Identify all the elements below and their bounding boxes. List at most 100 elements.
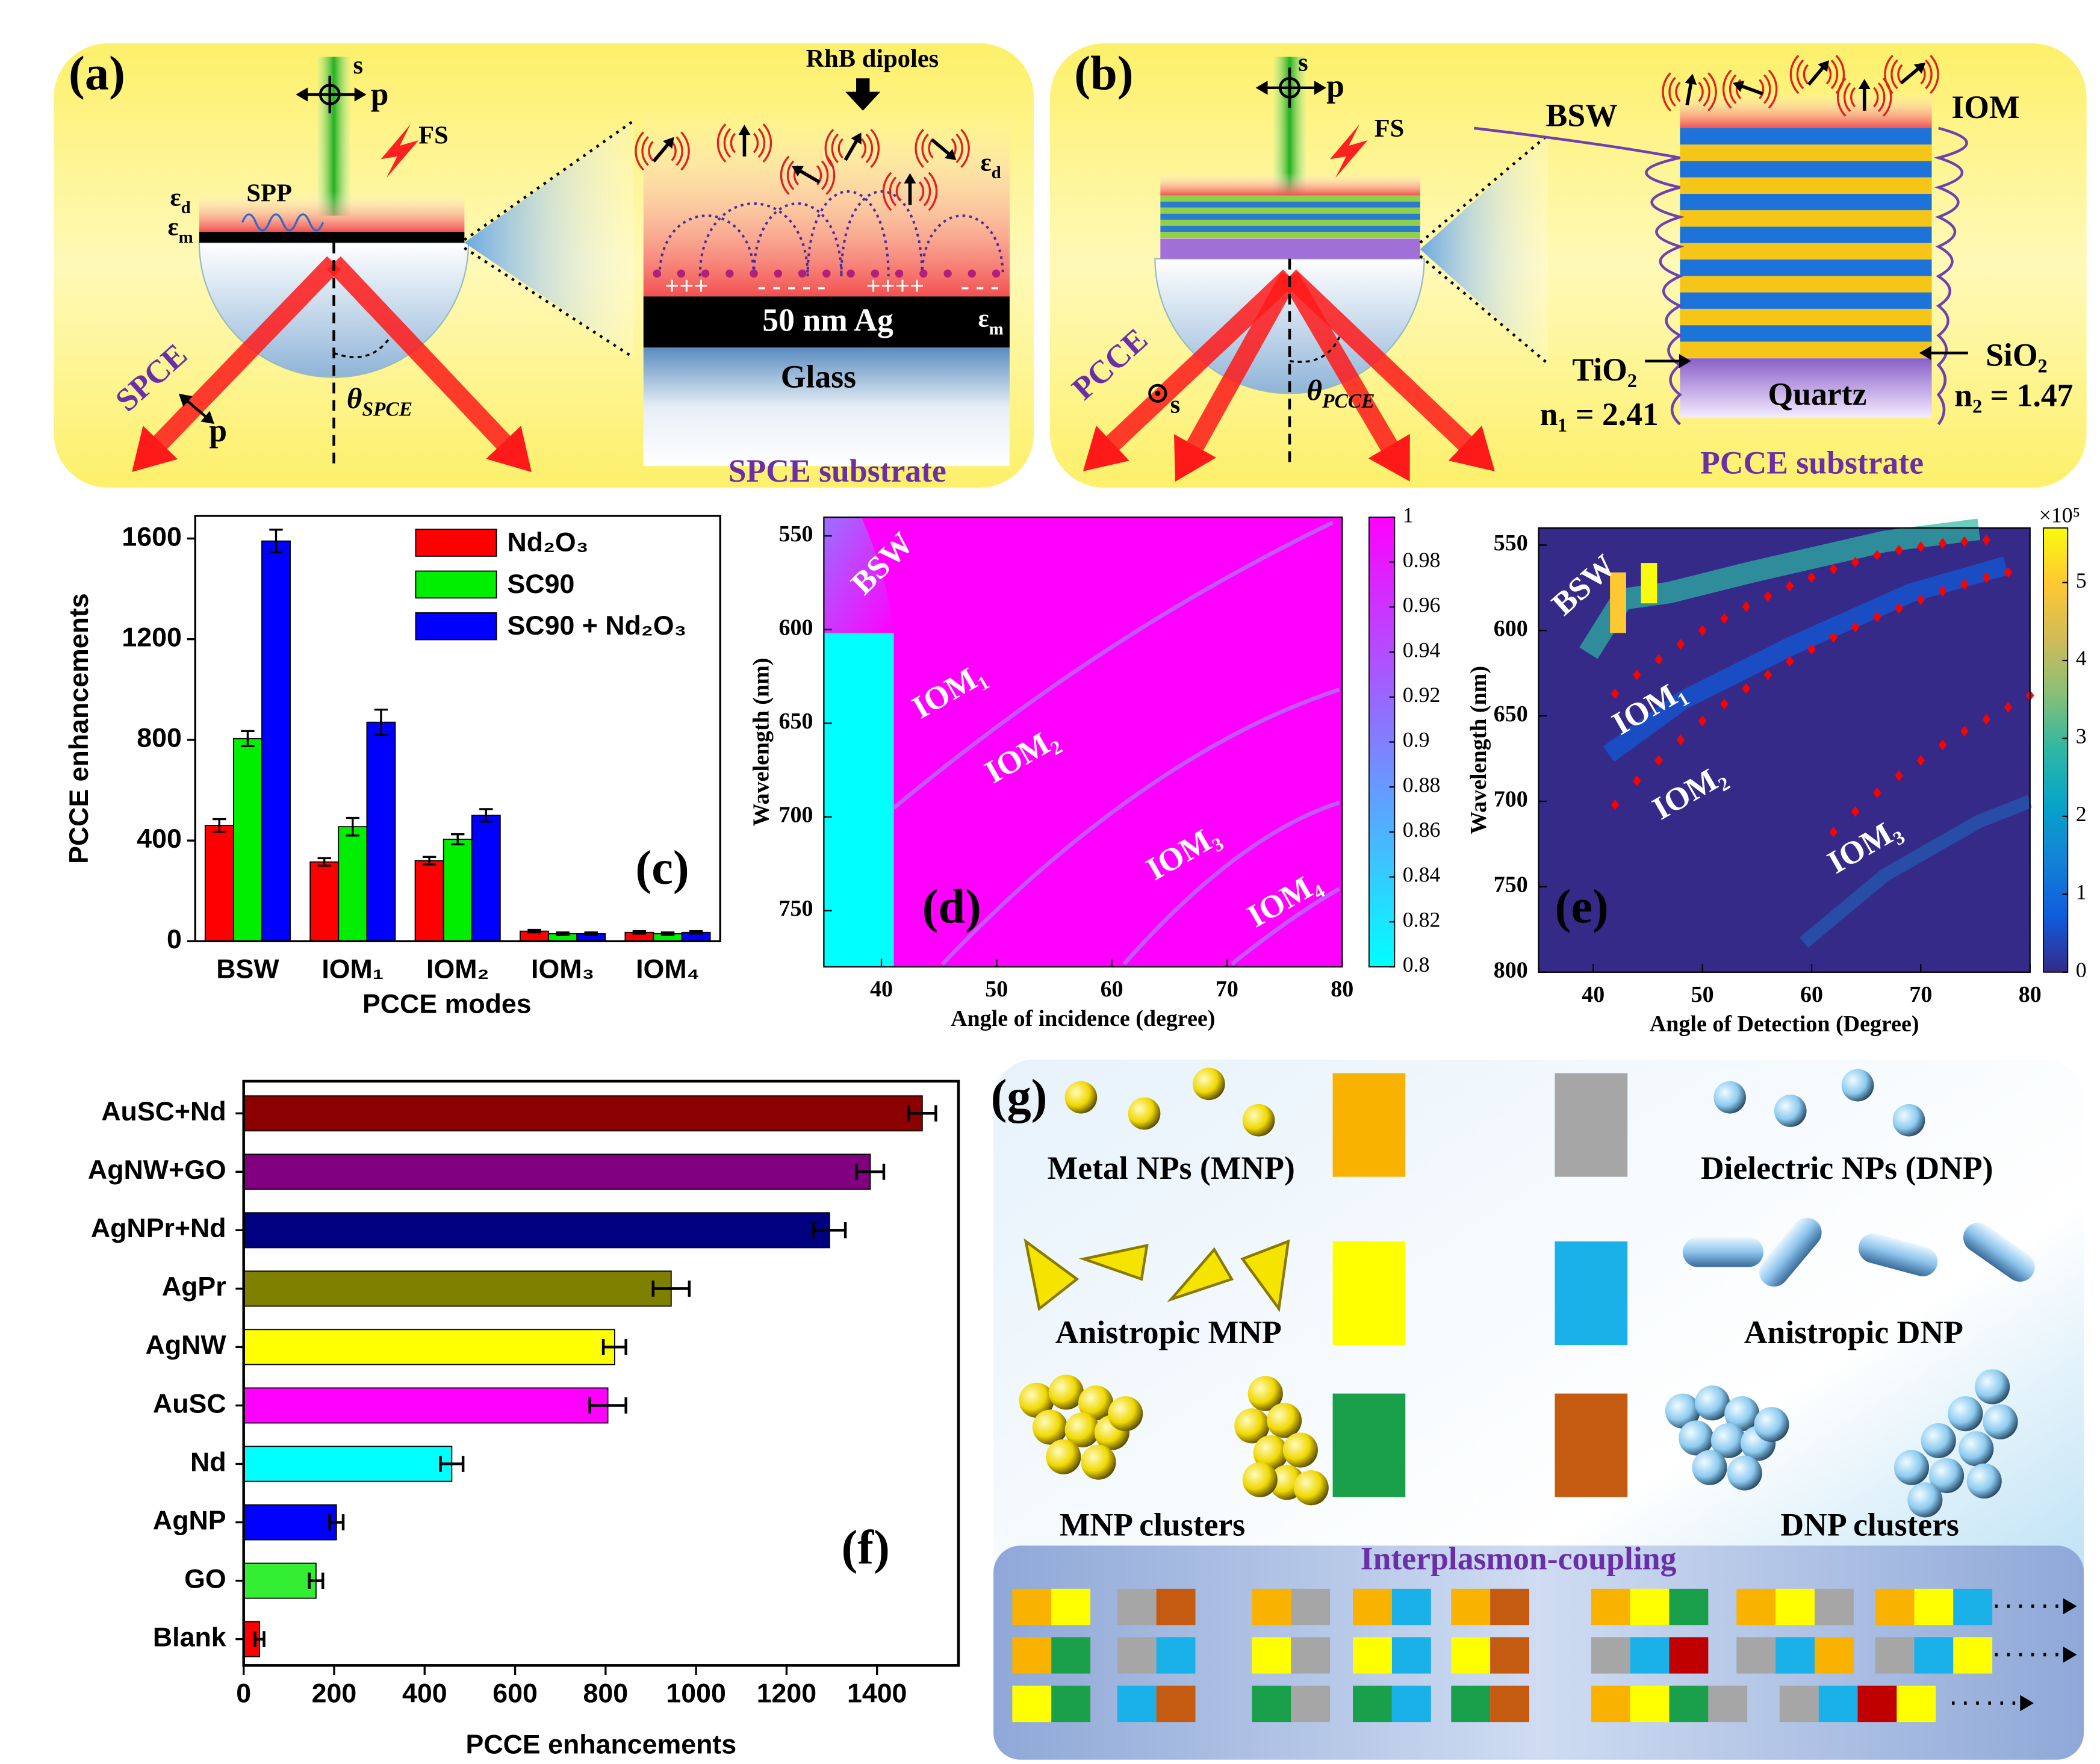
x-tick-label: 200 xyxy=(312,1679,357,1708)
dipole-wave xyxy=(955,133,963,164)
arrow-head xyxy=(738,125,751,135)
y-axis-label: Wavelength (nm) xyxy=(748,658,774,827)
combo-swatch xyxy=(1630,1685,1670,1722)
x-tick-label: 600 xyxy=(492,1679,538,1708)
dipole-wave xyxy=(1890,59,1898,90)
error-bar xyxy=(632,930,647,935)
y-tick-label: AgNW+GO xyxy=(88,1155,226,1185)
hot-spot xyxy=(1610,572,1626,633)
lightning xyxy=(381,124,419,178)
error-bar xyxy=(907,1105,937,1122)
material-swatch xyxy=(1332,1073,1406,1177)
arrow-head xyxy=(354,87,367,102)
bar xyxy=(309,861,340,942)
bar xyxy=(261,540,291,942)
metal-layer xyxy=(199,232,465,243)
x-tick-label: 800 xyxy=(583,1679,629,1708)
point xyxy=(1960,725,1969,737)
dipole-wave xyxy=(895,181,902,202)
point xyxy=(1763,591,1772,602)
label-sub: SPCE xyxy=(362,398,412,420)
combo-swatch xyxy=(1051,1637,1091,1674)
charge-dot xyxy=(968,269,977,278)
dipole-wave xyxy=(1722,69,1732,109)
dipole-wave xyxy=(921,133,929,164)
x-axis-label: PCCE modes xyxy=(362,990,532,1019)
point xyxy=(1895,603,1903,614)
label-base: ε xyxy=(170,183,181,211)
label: εd xyxy=(981,148,1001,182)
particle xyxy=(1754,1407,1789,1443)
particle xyxy=(1128,1097,1161,1130)
material-swatch xyxy=(1555,1073,1628,1177)
particle xyxy=(1108,1396,1143,1432)
label: s xyxy=(1170,390,1181,418)
x-tick-label: 70 xyxy=(1909,982,1932,1007)
point xyxy=(1960,579,1969,590)
pc-layer xyxy=(1680,128,1932,145)
dipole-wave xyxy=(960,128,970,168)
y-tick-label: 1600 xyxy=(122,522,181,551)
x-tick-label: 0 xyxy=(236,1679,251,1708)
combo-swatch xyxy=(1012,1637,1052,1674)
charge-dot xyxy=(750,269,758,278)
y-tick-label: AgNPr+Nd xyxy=(91,1214,226,1243)
point xyxy=(1742,601,1750,612)
point xyxy=(2004,567,2013,578)
legend-label: SC90 xyxy=(507,570,574,599)
point xyxy=(1851,806,1860,817)
dipole-wave xyxy=(723,128,732,158)
colorbar-tick-label: 3 xyxy=(2076,724,2087,748)
error-bar xyxy=(651,1280,691,1297)
error-bar xyxy=(269,529,283,554)
combo-swatch xyxy=(1490,1588,1529,1626)
zoom-line xyxy=(464,120,634,241)
label-sub: PCCE xyxy=(1322,390,1375,412)
point xyxy=(1938,586,1947,597)
dipole-wave xyxy=(1837,77,1847,117)
y-tick-label: AuSC xyxy=(153,1389,226,1418)
pc-layer xyxy=(1680,276,1932,293)
charge-dot xyxy=(992,269,1001,278)
emission-beam xyxy=(1281,271,1408,470)
point xyxy=(1676,734,1685,745)
colorbar-tick-label: 0.92 xyxy=(1403,683,1441,707)
point xyxy=(1938,739,1947,751)
dipole-wave xyxy=(1729,74,1737,104)
bar xyxy=(204,825,234,942)
point xyxy=(1829,827,1838,838)
combo-swatch xyxy=(1669,1637,1709,1674)
label: Interplasmon-coupling xyxy=(1361,1540,1677,1576)
pol-dot xyxy=(1155,390,1161,396)
point xyxy=(1916,594,1925,606)
arrow-head xyxy=(845,92,881,111)
label: SPCE substrate xyxy=(728,453,946,489)
dipole-wave xyxy=(757,128,766,158)
particle xyxy=(1019,1382,1054,1418)
combo-swatch xyxy=(1451,1588,1491,1626)
dipole-wave xyxy=(753,132,759,154)
dipole-wave xyxy=(1844,82,1851,113)
point xyxy=(1938,538,1947,549)
dipole-wave xyxy=(870,128,880,168)
y-tick-label: 400 xyxy=(137,824,182,854)
dipole-wave xyxy=(1736,79,1742,99)
combo-swatch xyxy=(1814,1637,1854,1674)
particle xyxy=(1713,1081,1746,1114)
arrow-head xyxy=(1919,346,1931,360)
mode-curve xyxy=(1122,800,1340,966)
label-base: θ xyxy=(1307,374,1323,407)
triangle-particle xyxy=(1240,1239,1290,1312)
point xyxy=(1873,787,1881,798)
combo-swatch xyxy=(1156,1588,1196,1626)
top-glow xyxy=(1680,92,1932,128)
particle xyxy=(1064,1081,1098,1114)
legend-swatch xyxy=(415,570,497,599)
particle xyxy=(1966,1463,2002,1499)
combo-swatch xyxy=(1630,1588,1670,1626)
dipole-wave xyxy=(1830,59,1839,90)
bar xyxy=(243,1212,830,1249)
dipole-wave xyxy=(1877,82,1886,113)
label: IOM xyxy=(1951,89,2019,125)
pc-layer xyxy=(1680,226,1932,243)
